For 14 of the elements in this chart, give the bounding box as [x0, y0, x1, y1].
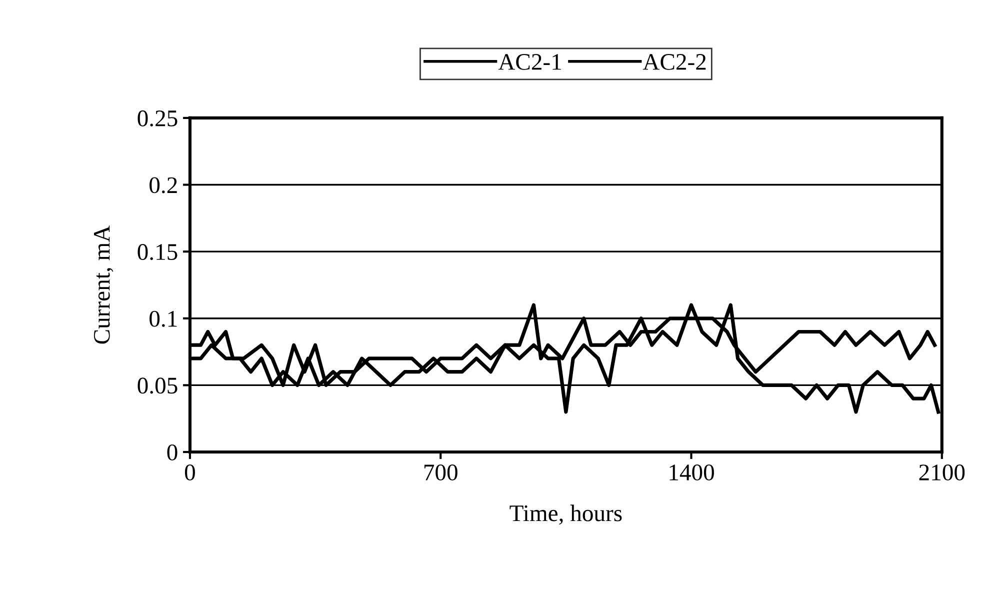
y-tick-label: 0.1 [150, 310, 177, 327]
x-axis-title: Time, hours [510, 504, 622, 525]
legend-label: AC2-1 [498, 54, 561, 70]
x-tick-label: 2100 [919, 464, 965, 480]
y-tick-label: 0 [167, 444, 178, 460]
y-axis-title: Current, mA [94, 225, 114, 344]
y-tick-label: 0.2 [150, 177, 177, 194]
x-tick-label: 1400 [670, 464, 714, 480]
y-tick-label: 0.15 [138, 244, 178, 260]
y-tick-label: 0.05 [138, 378, 178, 394]
y-tick-label: 0.25 [138, 110, 178, 126]
x-tick-label: 700 [424, 464, 458, 480]
x-tick-label: 0 [184, 464, 195, 480]
legend-label: AC2-2 [642, 54, 706, 70]
